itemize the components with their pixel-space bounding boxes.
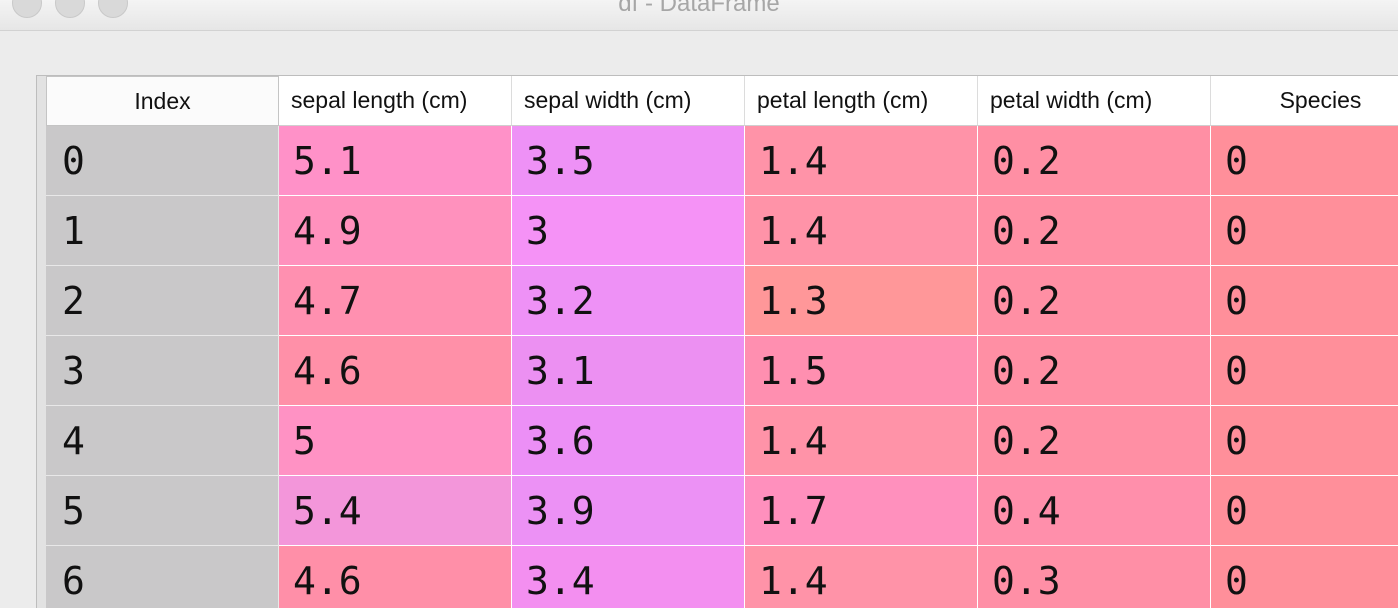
row-index-cell[interactable]: 0 (46, 126, 279, 196)
column-header[interactable]: petal length (cm) (745, 76, 978, 126)
table-grid: Index sepal length (cm) sepal width (cm) pe… (46, 76, 1398, 608)
table-cell[interactable]: 0 (1211, 476, 1398, 546)
table-cell[interactable]: 0 (1211, 336, 1398, 406)
table-cell[interactable]: 0.2 (978, 406, 1211, 476)
table-cell[interactable]: 1.4 (745, 546, 978, 608)
row-index-cell[interactable]: 6 (46, 546, 279, 608)
table-cell[interactable]: 3.4 (512, 546, 745, 608)
table-cell[interactable]: 1.7 (745, 476, 978, 546)
table-cell[interactable]: 3 (512, 196, 745, 266)
table-cell[interactable]: 4.7 (279, 266, 512, 336)
table-cell[interactable]: 0.3 (978, 546, 1211, 608)
table-cell[interactable]: 3.5 (512, 126, 745, 196)
dataframe-table: Index sepal length (cm) sepal width (cm) pe… (36, 75, 1398, 608)
table-cell[interactable]: 0 (1211, 266, 1398, 336)
table-cell[interactable]: 4.6 (279, 336, 512, 406)
table-cell[interactable]: 3.1 (512, 336, 745, 406)
column-header[interactable]: petal width (cm) (978, 76, 1211, 126)
table-cell[interactable]: 3.2 (512, 266, 745, 336)
table-cell[interactable]: 0.2 (978, 126, 1211, 196)
table-cell[interactable]: 4.9 (279, 196, 512, 266)
table-cell[interactable]: 5 (279, 406, 512, 476)
row-index-cell[interactable]: 4 (46, 406, 279, 476)
title-bar: df - DataFrame (0, 0, 1398, 31)
row-index-cell[interactable]: 5 (46, 476, 279, 546)
table-cell[interactable]: 5.1 (279, 126, 512, 196)
table-cell[interactable]: 0.4 (978, 476, 1211, 546)
row-index-cell[interactable]: 1 (46, 196, 279, 266)
table-cell[interactable]: 3.6 (512, 406, 745, 476)
table-cell[interactable]: 0.2 (978, 196, 1211, 266)
column-header[interactable]: sepal width (cm) (512, 76, 745, 126)
table-cell[interactable]: 0 (1211, 546, 1398, 608)
table-cell[interactable]: 1.4 (745, 126, 978, 196)
window-content: Index sepal length (cm) sepal width (cm) pe… (0, 31, 1398, 608)
table-cell[interactable]: 3.9 (512, 476, 745, 546)
table-cell[interactable]: 0 (1211, 126, 1398, 196)
table-cell[interactable]: 1.4 (745, 406, 978, 476)
table-cell[interactable]: 0.2 (978, 266, 1211, 336)
table-cell[interactable]: 1.4 (745, 196, 978, 266)
column-header-index[interactable]: Index (46, 76, 279, 126)
table-cell[interactable]: 1.5 (745, 336, 978, 406)
column-header[interactable]: sepal length (cm) (279, 76, 512, 126)
table-cell[interactable]: 0.2 (978, 336, 1211, 406)
table-cell[interactable]: 5.4 (279, 476, 512, 546)
column-header[interactable]: Species (1211, 76, 1398, 126)
table-cell[interactable]: 0 (1211, 196, 1398, 266)
row-index-cell[interactable]: 2 (46, 266, 279, 336)
table-cell[interactable]: 1.3 (745, 266, 978, 336)
table-cell[interactable]: 0 (1211, 406, 1398, 476)
row-index-cell[interactable]: 3 (46, 336, 279, 406)
table-cell[interactable]: 4.6 (279, 546, 512, 608)
window-title: df - DataFrame (618, 0, 780, 17)
